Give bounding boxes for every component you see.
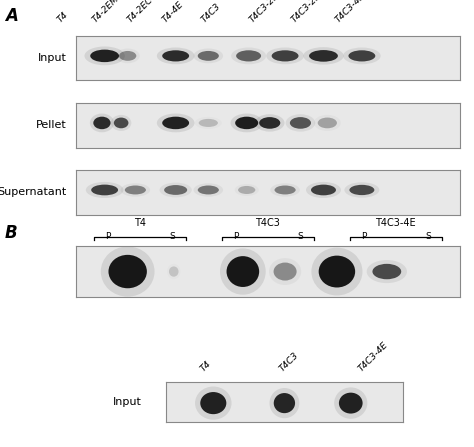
Text: A: A bbox=[5, 7, 18, 25]
Text: S: S bbox=[169, 232, 175, 241]
Ellipse shape bbox=[91, 185, 118, 195]
Ellipse shape bbox=[367, 260, 407, 283]
Text: T4C3-4E: T4C3-4E bbox=[334, 0, 367, 25]
Ellipse shape bbox=[334, 388, 367, 419]
Ellipse shape bbox=[162, 51, 189, 62]
Ellipse shape bbox=[101, 246, 155, 297]
Text: T4-4E: T4-4E bbox=[161, 0, 185, 25]
Ellipse shape bbox=[273, 262, 297, 281]
Ellipse shape bbox=[200, 392, 227, 414]
Ellipse shape bbox=[349, 185, 374, 195]
Ellipse shape bbox=[373, 264, 401, 279]
Text: T4: T4 bbox=[55, 10, 70, 25]
Ellipse shape bbox=[273, 393, 295, 413]
Ellipse shape bbox=[198, 51, 219, 61]
Text: S: S bbox=[425, 232, 431, 241]
Ellipse shape bbox=[345, 182, 379, 198]
Text: T4-2EC: T4-2EC bbox=[126, 0, 155, 25]
Text: Supernatant: Supernatant bbox=[0, 187, 66, 197]
Ellipse shape bbox=[343, 47, 381, 64]
Ellipse shape bbox=[109, 255, 147, 288]
Ellipse shape bbox=[231, 47, 266, 64]
Text: B: B bbox=[5, 224, 18, 241]
Ellipse shape bbox=[198, 186, 219, 194]
Ellipse shape bbox=[169, 266, 179, 277]
Text: P: P bbox=[233, 232, 238, 241]
Ellipse shape bbox=[303, 47, 344, 65]
Ellipse shape bbox=[319, 256, 355, 287]
Ellipse shape bbox=[114, 118, 128, 128]
Ellipse shape bbox=[162, 117, 189, 129]
Ellipse shape bbox=[93, 117, 110, 129]
Text: T4: T4 bbox=[134, 218, 146, 228]
Text: T4C3: T4C3 bbox=[200, 2, 223, 25]
Ellipse shape bbox=[120, 183, 150, 197]
Text: Input: Input bbox=[113, 397, 142, 407]
Text: T4C3: T4C3 bbox=[278, 350, 301, 373]
Ellipse shape bbox=[311, 248, 363, 295]
Ellipse shape bbox=[235, 117, 258, 129]
Ellipse shape bbox=[274, 186, 296, 194]
Ellipse shape bbox=[230, 114, 263, 132]
Ellipse shape bbox=[90, 114, 114, 132]
Ellipse shape bbox=[286, 114, 315, 131]
Ellipse shape bbox=[220, 249, 266, 295]
Ellipse shape bbox=[339, 392, 363, 413]
Ellipse shape bbox=[111, 115, 131, 131]
Ellipse shape bbox=[290, 117, 311, 129]
Text: T4C3-2EC: T4C3-2EC bbox=[290, 0, 328, 25]
Text: Pellet: Pellet bbox=[36, 120, 66, 130]
Text: T4C3-4E: T4C3-4E bbox=[375, 218, 416, 228]
Ellipse shape bbox=[157, 114, 194, 132]
Text: P: P bbox=[361, 232, 366, 241]
Ellipse shape bbox=[199, 119, 218, 127]
Ellipse shape bbox=[255, 114, 284, 131]
Text: T4-2EM: T4-2EM bbox=[91, 0, 121, 25]
Ellipse shape bbox=[270, 183, 300, 197]
Text: T4C3: T4C3 bbox=[255, 218, 280, 228]
Ellipse shape bbox=[227, 256, 259, 287]
Ellipse shape bbox=[157, 47, 194, 64]
Ellipse shape bbox=[86, 182, 123, 198]
Ellipse shape bbox=[90, 50, 119, 62]
Ellipse shape bbox=[306, 182, 341, 198]
Text: T4C3-2EM: T4C3-2EM bbox=[247, 0, 286, 25]
Text: T4C3-4E: T4C3-4E bbox=[357, 340, 390, 373]
Ellipse shape bbox=[266, 47, 304, 64]
Ellipse shape bbox=[309, 50, 338, 62]
Ellipse shape bbox=[236, 51, 261, 62]
Ellipse shape bbox=[195, 387, 231, 420]
Ellipse shape bbox=[348, 51, 375, 62]
Ellipse shape bbox=[259, 117, 280, 129]
Ellipse shape bbox=[119, 51, 137, 61]
Ellipse shape bbox=[269, 388, 299, 418]
Ellipse shape bbox=[318, 118, 337, 128]
Ellipse shape bbox=[84, 46, 125, 65]
Ellipse shape bbox=[116, 49, 140, 63]
Text: P: P bbox=[105, 232, 110, 241]
Ellipse shape bbox=[311, 185, 336, 195]
Text: Input: Input bbox=[37, 53, 66, 63]
Ellipse shape bbox=[125, 186, 146, 194]
Text: S: S bbox=[297, 232, 303, 241]
Ellipse shape bbox=[238, 186, 255, 194]
Ellipse shape bbox=[160, 183, 192, 198]
Text: T4: T4 bbox=[199, 359, 213, 373]
Ellipse shape bbox=[193, 183, 223, 197]
Ellipse shape bbox=[164, 185, 187, 195]
Ellipse shape bbox=[272, 51, 299, 62]
Ellipse shape bbox=[269, 258, 301, 285]
Ellipse shape bbox=[193, 49, 223, 63]
